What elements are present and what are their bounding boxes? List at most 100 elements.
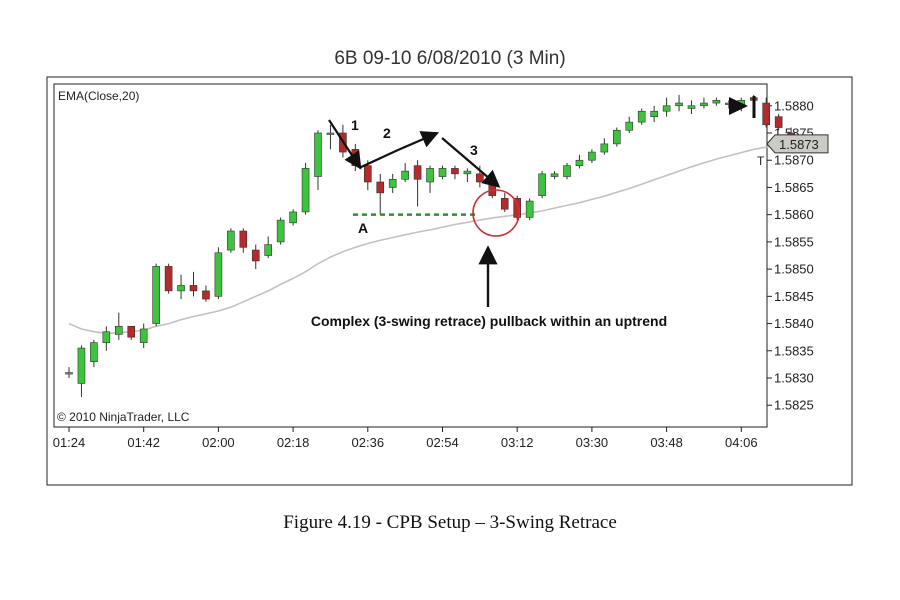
candle — [675, 94, 683, 112]
candle-body-down — [513, 198, 522, 218]
candle-body-up — [314, 132, 322, 177]
y-tick-label: 1.5860 — [774, 207, 814, 222]
candle — [239, 228, 248, 253]
candle — [276, 217, 285, 245]
candle — [451, 165, 459, 180]
candle — [600, 138, 609, 155]
price-tag-shape — [766, 134, 829, 154]
candle — [177, 274, 185, 300]
y-tick-label: 1.5830 — [774, 371, 814, 386]
candle-body-down — [363, 165, 372, 183]
x-tick-label: 04:06 — [725, 435, 758, 450]
setup-description: Complex (3-swing retrace) pullback withi… — [311, 313, 667, 329]
price-tag-value: 1.5873 — [779, 137, 819, 152]
x-tick-label: 02:18 — [277, 435, 310, 450]
candle — [538, 171, 546, 199]
candle-body-up — [588, 151, 596, 161]
candle — [289, 209, 297, 226]
candle — [550, 171, 559, 180]
candle-body-up — [214, 252, 223, 297]
figure-caption: Figure 4.19 - CPB Setup – 3-Swing Retrac… — [283, 512, 617, 533]
candle — [712, 97, 721, 106]
candle — [575, 154, 584, 169]
y-tick-label: 1.5865 — [774, 180, 814, 195]
x-axis: 01:24 01:42 02:00 02:18 02:36 02:54 03:12 03:30… — [53, 427, 758, 450]
price-tag-suffix: T — [757, 154, 765, 168]
candle — [314, 130, 322, 191]
candle — [662, 97, 671, 117]
candle-body-up — [700, 102, 708, 107]
candle-body-up — [612, 129, 621, 145]
candle-body-up — [650, 110, 658, 117]
candle-body-up — [463, 170, 472, 175]
candle-body-down — [251, 249, 260, 262]
candle-body-up — [687, 105, 696, 109]
swing-label-3: 3 — [470, 142, 478, 158]
candle-body-down — [451, 168, 459, 175]
candle-body-up — [289, 211, 297, 224]
x-tick-label: 03:12 — [501, 435, 534, 450]
candle — [301, 162, 310, 215]
candle-body-up — [326, 132, 335, 135]
candle-body-up — [139, 328, 148, 343]
candle — [363, 160, 372, 191]
candle-body-down — [127, 325, 136, 338]
x-tick-label: 02:00 — [202, 435, 235, 450]
indicator-label: EMA(Close,20) — [58, 89, 139, 103]
candle-body-up — [575, 159, 584, 166]
candle-body-up — [525, 200, 534, 218]
candle — [164, 263, 173, 294]
annotation-layer: 1 2 3 A Complex (3-swing retrace) pullback w… — [311, 96, 756, 329]
chart-title: 6B 09-10 6/08/2010 (3 Min) — [334, 48, 566, 69]
candle — [637, 108, 646, 125]
candle — [189, 271, 198, 297]
x-tick-label: 03:30 — [576, 435, 609, 450]
candle-body-up — [712, 100, 721, 104]
swing-3-arrow — [441, 137, 501, 188]
candle-body-down — [500, 198, 509, 210]
x-tick-label: 01:42 — [127, 435, 160, 450]
candle-body-up — [115, 325, 123, 335]
candle-body-down — [476, 173, 484, 183]
y-tick-label: 1.5850 — [774, 262, 814, 277]
candle-body-up — [102, 331, 111, 343]
candle — [401, 162, 409, 182]
candle-body-down — [189, 285, 198, 292]
candle — [563, 162, 571, 180]
candle-body-up — [227, 230, 235, 251]
ema-layer — [68, 144, 792, 335]
y-tick-label: 1.5835 — [774, 343, 814, 358]
candle-body-down — [164, 266, 173, 292]
candle — [264, 236, 273, 259]
candle — [588, 149, 596, 163]
candle-body-up — [177, 285, 185, 292]
candle — [700, 97, 708, 109]
candle — [513, 195, 522, 221]
candle — [376, 173, 385, 215]
candle — [463, 168, 472, 182]
y-tick-label: 1.5855 — [774, 234, 814, 249]
candle — [152, 263, 160, 327]
candle-body-up — [637, 110, 646, 123]
x-tick-label: 02:54 — [426, 435, 459, 450]
point-label-a: A — [358, 220, 368, 236]
candle — [77, 345, 86, 398]
candle — [774, 113, 783, 131]
y-tick-label: 1.5825 — [774, 398, 814, 413]
candle-body-up — [538, 173, 546, 196]
x-tick-label: 01:24 — [53, 435, 86, 450]
swing-2-line — [358, 149, 399, 169]
candle — [625, 116, 634, 133]
candle — [214, 247, 223, 300]
plot-area — [53, 83, 768, 428]
candle — [500, 192, 509, 212]
swing-1-arrow — [328, 119, 362, 170]
signal-circle — [472, 189, 520, 237]
y-tick-label: 1.5880 — [774, 98, 814, 113]
right-edge-arrow-icon — [729, 97, 748, 115]
x-tick-label: 03:48 — [650, 435, 683, 450]
candle — [102, 326, 111, 351]
candle-body-up — [426, 168, 434, 183]
swing-label-2: 2 — [383, 125, 391, 141]
swing-2-arrow — [397, 131, 440, 152]
